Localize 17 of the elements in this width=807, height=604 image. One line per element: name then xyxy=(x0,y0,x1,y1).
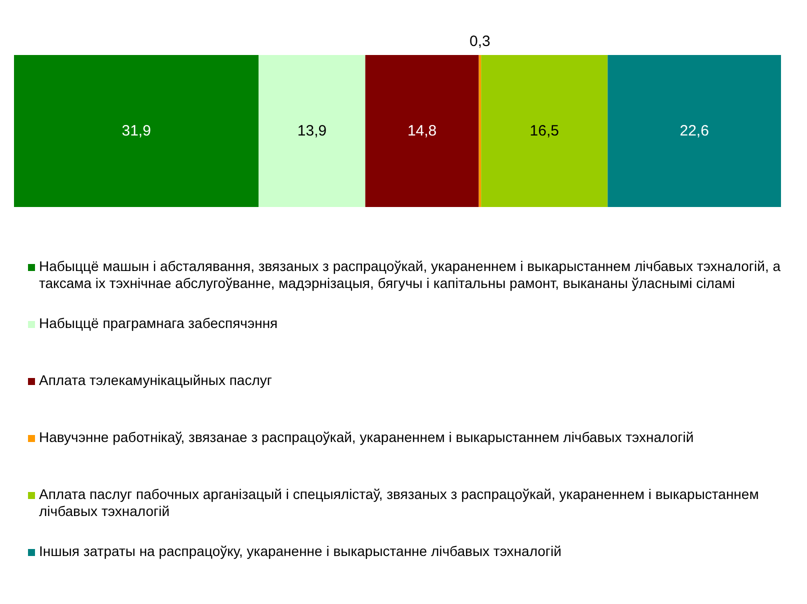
data-label: 14,8 xyxy=(407,122,437,140)
data-label: 0,3 xyxy=(470,33,490,50)
bar xyxy=(608,55,781,207)
legend-label: Набыццё праграмнага забеспячэння xyxy=(39,315,278,332)
data-label: 16,5 xyxy=(530,122,559,140)
legend-label: Аплата паслуг пабочных арганізацый і спецыялістаў, звязаных з распрацоўкай, укараненнем і выкарыстаннем лічбавых тэхналогій xyxy=(39,486,760,520)
bar xyxy=(258,55,366,207)
bar xyxy=(481,55,608,207)
bar xyxy=(365,55,479,207)
data-label: 22,6 xyxy=(680,122,709,140)
data-label: 31,9 xyxy=(122,122,151,140)
legend-label: Аплата тэлекамунікацыйных паслуг xyxy=(39,372,272,389)
bar xyxy=(14,55,259,207)
data-label: 13,9 xyxy=(297,122,327,140)
legend-label: Навучэнне работнікаў, звязанае з распрацоўкай, укараненнем і выкарыстаннем лічбавых тэхналогій xyxy=(39,429,694,446)
legend-label: Набыццё машын і абсталявання, звязаных з распрацоўкай, укараненнем і выкарыстаннем лічбавых тэхналогій, а таксама іх тэхнічнае абслугоўванне, мадэрнізацыя, бягучы і капітальны рамонт, выкананы ўласнымі сіламі xyxy=(39,258,782,292)
legend-label: Іншыя затраты на распрацоўку, укараненне і выкарыстанне лічбавых тэхналогій xyxy=(39,543,562,560)
